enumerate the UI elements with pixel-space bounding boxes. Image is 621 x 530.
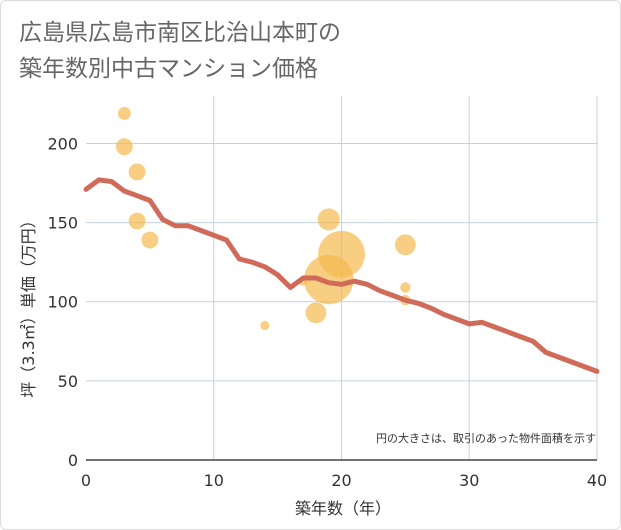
- bubble-point-1: [115, 138, 133, 156]
- chart-note: 円の大きさは、取引のあった物件面積を示す: [376, 431, 596, 445]
- chart-title-line-2: 築年数別中古マンション価格: [19, 56, 318, 82]
- bubble-point-3: [128, 212, 146, 230]
- y-tick-label-0: 0: [68, 451, 78, 470]
- x-tick-label-10: 10: [204, 471, 224, 490]
- trend-line: [83, 177, 600, 374]
- bubble-point-10: [318, 230, 365, 278]
- y-tick-label-200: 200: [47, 134, 78, 153]
- bubble-point-7: [305, 302, 327, 324]
- bubble-point-11: [394, 234, 416, 256]
- bubble-point-0: [117, 106, 131, 120]
- y-tick-label-100: 100: [47, 293, 78, 312]
- bubble-point-4: [141, 231, 159, 249]
- bubble-series: [115, 106, 416, 331]
- y-tick-label-150: 150: [47, 214, 78, 233]
- bubble-point-5: [260, 320, 270, 331]
- x-tick-label-20: 20: [331, 471, 351, 490]
- bubble-point-2: [128, 163, 146, 181]
- chart-title: 広島県広島市南区比治山本町の 築年数別中古マンション価格: [19, 15, 341, 87]
- y-tick-labels: 0 50 100 150 200: [47, 134, 78, 470]
- bubble-point-12: [400, 282, 411, 293]
- x-axis-label: 築年数（年）: [295, 499, 391, 518]
- y-tick-label-50: 50: [58, 372, 78, 391]
- chart-title-line-1: 広島県広島市南区比治山本町の: [19, 20, 341, 46]
- x-tick-labels: 0 10 20 30 40: [81, 471, 607, 490]
- bubble-point-8: [317, 208, 340, 231]
- y-axis-label: 坪（3.3㎡）単価（万円）: [19, 212, 38, 397]
- x-tick-label-30: 30: [459, 471, 479, 490]
- x-tick-label-0: 0: [81, 471, 91, 490]
- x-tick-label-40: 40: [587, 471, 607, 490]
